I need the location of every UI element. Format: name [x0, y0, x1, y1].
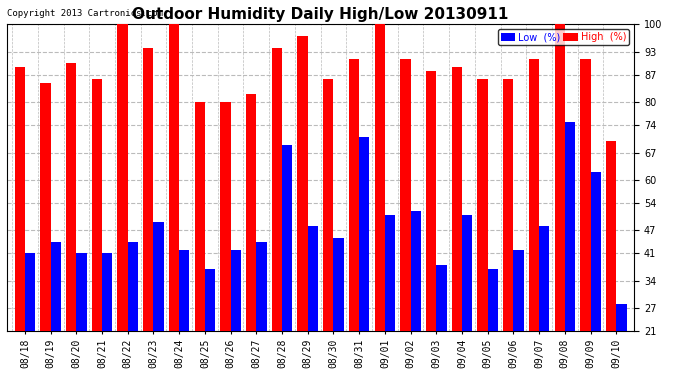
Bar [359, 137, 369, 331]
Bar [144, 48, 153, 331]
Bar [452, 67, 462, 331]
Bar [323, 79, 333, 331]
Bar [246, 94, 256, 331]
Bar [565, 122, 575, 331]
Bar [436, 265, 446, 331]
Bar [77, 254, 87, 331]
Bar [529, 59, 539, 331]
Bar [153, 222, 164, 331]
Bar [580, 59, 591, 331]
Bar [128, 242, 138, 331]
Bar [256, 242, 266, 331]
Bar [426, 71, 436, 331]
Bar [385, 214, 395, 331]
Bar [195, 102, 205, 331]
Bar [477, 79, 488, 331]
Legend: Low  (%), High  (%): Low (%), High (%) [498, 29, 629, 45]
Bar [169, 24, 179, 331]
Bar [205, 269, 215, 331]
Bar [513, 249, 524, 331]
Bar [539, 226, 549, 331]
Bar [14, 67, 25, 331]
Bar [102, 254, 112, 331]
Bar [92, 79, 102, 331]
Bar [591, 172, 601, 331]
Bar [333, 238, 344, 331]
Bar [411, 211, 421, 331]
Bar [230, 249, 241, 331]
Bar [50, 242, 61, 331]
Text: Copyright 2013 Cartronics.com: Copyright 2013 Cartronics.com [7, 9, 163, 18]
Bar [488, 269, 498, 331]
Bar [555, 24, 565, 331]
Bar [25, 254, 35, 331]
Bar [616, 304, 627, 331]
Bar [400, 59, 411, 331]
Bar [606, 141, 616, 331]
Bar [297, 36, 308, 331]
Bar [41, 83, 50, 331]
Title: Outdoor Humidity Daily High/Low 20130911: Outdoor Humidity Daily High/Low 20130911 [132, 7, 509, 22]
Bar [220, 102, 230, 331]
Bar [117, 24, 128, 331]
Bar [349, 59, 359, 331]
Bar [282, 145, 293, 331]
Bar [66, 63, 77, 331]
Bar [179, 249, 190, 331]
Bar [308, 226, 318, 331]
Bar [272, 48, 282, 331]
Bar [375, 24, 385, 331]
Bar [462, 214, 472, 331]
Bar [503, 79, 513, 331]
